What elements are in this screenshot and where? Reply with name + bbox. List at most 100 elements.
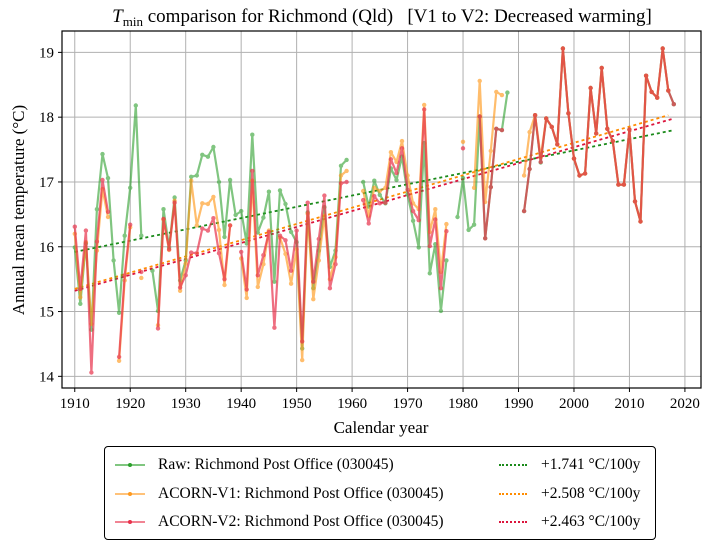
data-point-acorn-v1: [361, 188, 366, 194]
data-point-acorn-v2: [599, 65, 604, 71]
data-point-acorn-v1: [527, 129, 532, 135]
data-point-acorn-v1: [444, 221, 449, 227]
data-point-raw: [194, 173, 199, 178]
ticks: 1910 1920 1930 1940 1950 1960 1970 1980 1990 2000…: [39, 45, 700, 412]
data-point-acorn-v2: [566, 111, 571, 116]
y-axis-label: Annual mean temperature (°C): [9, 105, 28, 315]
data-point-acorn-v1: [78, 295, 83, 300]
data-point-acorn-v2: [521, 208, 527, 214]
data-point-raw: [455, 214, 460, 220]
legend-item-raw: Raw: Richmond Post Office (030045): [115, 453, 394, 477]
data-point-raw: [466, 227, 471, 233]
data-point-acorn-v2: [183, 273, 188, 278]
data-point-acorn-v2: [571, 156, 577, 161]
data-point-acorn-v2: [155, 326, 161, 331]
y-tick-label: 16: [39, 240, 55, 256]
data-point-acorn-v2: [538, 159, 543, 165]
data-point-acorn-v2: [266, 229, 272, 235]
data-point-acorn-v2: [72, 224, 78, 229]
data-point-acorn-v1: [494, 89, 499, 95]
data-point-acorn-v2: [189, 250, 194, 255]
data-point-acorn-v2: [200, 226, 205, 231]
data-point-acorn-v1: [499, 92, 505, 98]
data-point-acorn-v2: [294, 228, 299, 233]
data-point-acorn-v2: [588, 85, 593, 91]
data-point-acorn-v1: [216, 227, 222, 233]
legend-label-trend-raw: +1.741 °C/100y: [541, 456, 641, 473]
data-point-raw: [227, 177, 233, 183]
plot-frame: [61, 30, 702, 389]
data-point-acorn-v1: [200, 201, 205, 206]
data-point-acorn-v2: [377, 201, 382, 206]
data-point-acorn-v2: [438, 286, 444, 291]
legend-item-acorn-v1: ACORN-V1: Richmond Post Office (030045): [115, 482, 444, 506]
data-point-raw: [261, 215, 266, 220]
data-point-raw: [338, 163, 344, 168]
legend-item-acorn-v2: ACORN-V2: Richmond Post Office (030045): [115, 510, 444, 534]
y-tick-label: 17: [39, 175, 55, 191]
data-point-raw: [139, 233, 144, 238]
data-point-raw: [372, 178, 377, 183]
data-point-raw: [460, 175, 466, 181]
data-point-acorn-v2: [660, 46, 665, 51]
data-point-acorn-v2: [422, 107, 427, 112]
x-tick-label: 1960: [337, 396, 367, 412]
data-point-raw: [288, 229, 294, 235]
y-tick-label: 18: [39, 110, 54, 126]
data-point-acorn-v2: [94, 239, 100, 244]
data-point-acorn-v2: [100, 177, 105, 183]
data-point-acorn-v2: [305, 200, 310, 205]
legend: Raw: Richmond Post Office (030045) ACORN…: [104, 446, 656, 540]
data-point-raw: [344, 157, 349, 163]
data-point-acorn-v1: [177, 288, 183, 293]
data-point-acorn-v2: [671, 102, 676, 107]
x-tick-label: 1950: [282, 396, 312, 412]
data-point-raw: [410, 218, 416, 223]
data-point-acorn-v1: [194, 223, 199, 228]
data-point-raw: [277, 188, 283, 193]
series-group: [72, 46, 676, 375]
data-point-raw: [211, 144, 216, 150]
data-point-acorn-v1: [422, 102, 427, 108]
data-point-acorn-v1: [338, 173, 344, 178]
data-point-acorn-v2: [283, 238, 288, 243]
data-point-acorn-v2: [594, 131, 599, 136]
data-point-acorn-v1: [399, 138, 405, 144]
data-point-acorn-v2: [427, 243, 432, 249]
data-point-acorn-v2: [239, 249, 244, 255]
data-point-acorn-v2: [532, 113, 538, 118]
legend-item-trend-v1: +2.508 °C/100y: [499, 482, 640, 506]
series-line-acorn-v2: [240, 169, 347, 343]
data-point-acorn-v2: [499, 127, 505, 133]
data-point-acorn-v2: [172, 200, 177, 205]
data-point-raw: [200, 152, 205, 157]
data-point-raw: [78, 301, 83, 306]
data-point-acorn-v2: [405, 187, 410, 192]
data-point-acorn-v1: [105, 214, 111, 220]
data-point-raw: [250, 132, 255, 137]
data-point-acorn-v2: [244, 287, 249, 292]
data-point-raw: [116, 310, 122, 315]
data-point-acorn-v2: [388, 157, 394, 162]
legend-item-trend-v2: +2.463 °C/100y: [499, 510, 640, 534]
x-tick-label: 2000: [559, 396, 589, 412]
data-point-acorn-v2: [483, 236, 488, 241]
legend-label-acorn-v1: ACORN-V1: Richmond Post Office (030045): [158, 485, 444, 502]
legend-swatch-raw: [115, 460, 145, 470]
data-point-acorn-v1: [433, 207, 438, 212]
legend-dash-trend-v2: [499, 517, 527, 527]
data-point-raw: [133, 103, 138, 108]
trend-line-acorn-v1: [74, 114, 669, 290]
data-point-raw: [438, 308, 444, 314]
data-point-acorn-v1: [211, 194, 216, 200]
data-point-raw: [272, 279, 277, 284]
x-tick-label: 1920: [115, 396, 145, 412]
data-point-acorn-v2: [116, 354, 122, 360]
data-point-acorn-v2: [577, 173, 582, 178]
y-tick-label: 15: [39, 305, 54, 321]
data-point-acorn-v2: [227, 223, 233, 228]
data-point-acorn-v1: [477, 78, 482, 84]
x-tick-label: 2010: [614, 396, 644, 412]
data-point-acorn-v1: [344, 168, 349, 174]
